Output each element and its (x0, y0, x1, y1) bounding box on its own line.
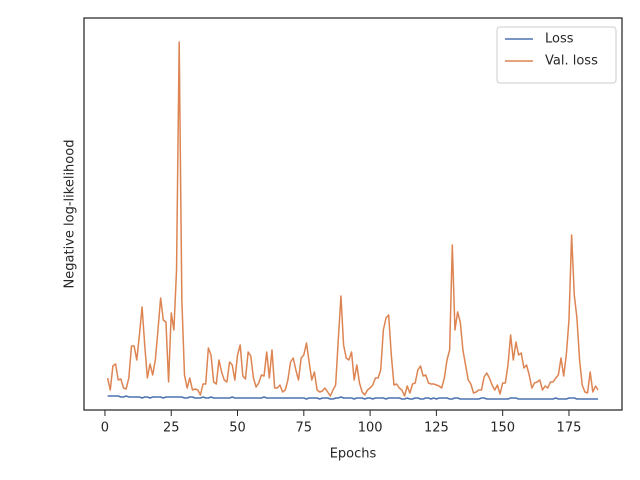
x-tick-label: 50 (229, 421, 246, 436)
legend-label: Loss (545, 32, 574, 47)
x-tick-label: 75 (296, 421, 313, 436)
legend-label: Val. loss (545, 54, 598, 69)
x-tick-label: 150 (490, 421, 515, 436)
x-tick-label: 100 (358, 421, 383, 436)
x-tick-label: 25 (163, 421, 180, 436)
x-axis-label: Epochs (330, 447, 377, 462)
y-axis-label: Negative log-likelihood (63, 140, 78, 289)
x-tick-label: 175 (557, 421, 582, 436)
line-series (106, 41, 599, 397)
x-tick-label: 0 (101, 421, 109, 436)
plot-frame (83, 17, 623, 411)
legend-box (496, 26, 617, 84)
line-series (107, 395, 599, 400)
x-tick-label: 125 (424, 421, 449, 436)
